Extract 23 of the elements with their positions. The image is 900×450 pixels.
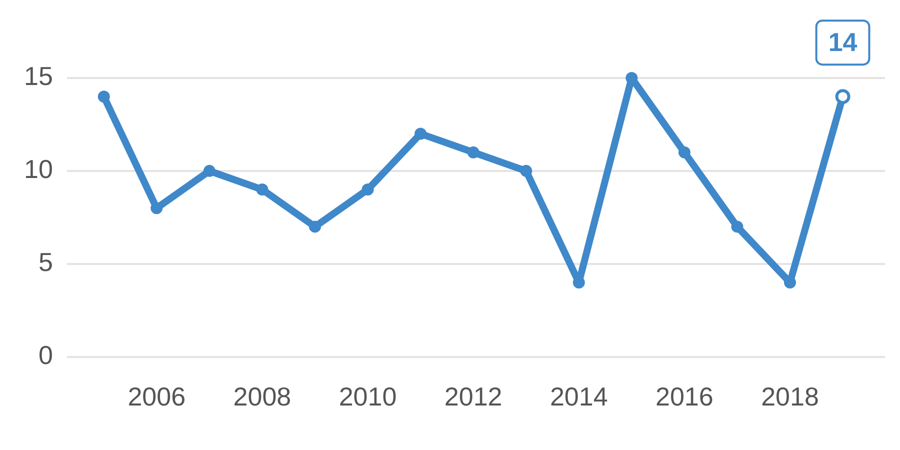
x-tick-label: 2016: [656, 382, 714, 412]
point: [520, 164, 532, 177]
point: [731, 220, 744, 233]
point: [414, 128, 427, 140]
y-tick-label: 5: [38, 247, 53, 278]
x-tick-label: 2010: [338, 382, 397, 412]
x-tick-label: 2014: [550, 382, 608, 412]
point: [203, 164, 216, 177]
point: [362, 184, 374, 196]
point: [150, 202, 163, 214]
y-tick-label: 10: [24, 154, 53, 184]
point: [678, 146, 690, 158]
x-tick-label: 2006: [128, 382, 186, 412]
point: [98, 90, 110, 103]
x-tick-label: 2008: [233, 382, 292, 412]
y-tick-label: 0: [38, 340, 53, 370]
point: [467, 146, 480, 158]
y-tick-label: 15: [24, 61, 53, 92]
x-tick-label: 2018: [761, 382, 819, 412]
point: [256, 184, 268, 196]
data-label: 14: [828, 26, 858, 57]
x-tick-label: 2012: [444, 382, 502, 412]
point: [308, 220, 321, 233]
